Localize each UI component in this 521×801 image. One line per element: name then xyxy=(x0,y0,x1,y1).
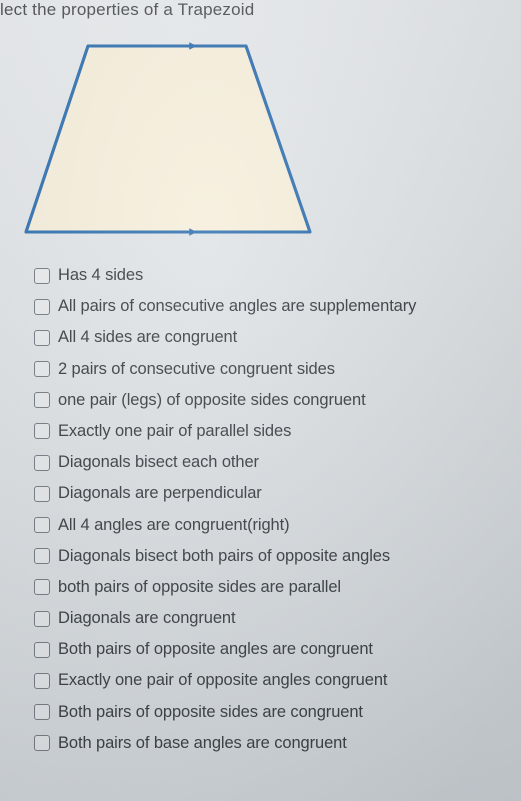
option-label: Exactly one pair of parallel sides xyxy=(58,422,291,441)
option-label: Exactly one pair of opposite angles cong… xyxy=(58,671,387,690)
option-label: All 4 sides are congruent xyxy=(58,328,237,347)
option-label: one pair (legs) of opposite sides congru… xyxy=(58,391,366,410)
options-list: Has 4 sides All pairs of consecutive ang… xyxy=(34,266,513,753)
option-checkbox[interactable] xyxy=(34,517,50,533)
option-checkbox[interactable] xyxy=(34,299,50,315)
option-checkbox[interactable] xyxy=(34,486,50,502)
option-checkbox[interactable] xyxy=(34,455,50,471)
option-label: Both pairs of opposite sides are congrue… xyxy=(58,703,363,722)
option-row: All pairs of consecutive angles are supp… xyxy=(34,297,513,316)
option-label: All pairs of consecutive angles are supp… xyxy=(58,297,416,316)
option-label: Both pairs of opposite angles are congru… xyxy=(58,640,373,659)
trapezoid-svg xyxy=(18,34,318,244)
option-row: Has 4 sides xyxy=(34,266,513,285)
option-label: Diagonals bisect each other xyxy=(58,453,259,472)
option-label: 2 pairs of consecutive congruent sides xyxy=(58,360,335,379)
option-row: Exactly one pair of opposite angles cong… xyxy=(34,671,513,690)
option-checkbox[interactable] xyxy=(34,330,50,346)
option-row: Diagonals are congruent xyxy=(34,609,513,628)
option-row: Both pairs of opposite sides are congrue… xyxy=(34,703,513,722)
option-row: All 4 sides are congruent xyxy=(34,328,513,347)
option-label: Diagonals are congruent xyxy=(58,609,235,628)
option-row: Diagonals bisect both pairs of opposite … xyxy=(34,547,513,566)
option-row: Exactly one pair of parallel sides xyxy=(34,422,513,441)
option-checkbox[interactable] xyxy=(34,579,50,595)
option-checkbox[interactable] xyxy=(34,735,50,751)
option-label: All 4 angles are congruent(right) xyxy=(58,516,290,535)
option-row: Diagonals are perpendicular xyxy=(34,484,513,503)
option-checkbox[interactable] xyxy=(34,268,50,284)
option-row: Diagonals bisect each other xyxy=(34,453,513,472)
option-checkbox[interactable] xyxy=(34,611,50,627)
page: lect the properties of a Trapezoid Has 4… xyxy=(0,0,521,761)
option-row: Both pairs of opposite angles are congru… xyxy=(34,640,513,659)
option-label: both pairs of opposite sides are paralle… xyxy=(58,578,341,597)
trapezoid-figure xyxy=(18,34,318,244)
option-label: Both pairs of base angles are congruent xyxy=(58,734,347,753)
option-label: Has 4 sides xyxy=(58,266,143,285)
trapezoid-shape xyxy=(26,46,310,232)
option-row: both pairs of opposite sides are paralle… xyxy=(34,578,513,597)
option-row: All 4 angles are congruent(right) xyxy=(34,516,513,535)
option-checkbox[interactable] xyxy=(34,704,50,720)
option-checkbox[interactable] xyxy=(34,548,50,564)
option-label: Diagonals bisect both pairs of opposite … xyxy=(58,547,390,566)
option-row: 2 pairs of consecutive congruent sides xyxy=(34,360,513,379)
option-row: one pair (legs) of opposite sides congru… xyxy=(34,391,513,410)
option-checkbox[interactable] xyxy=(34,361,50,377)
option-checkbox[interactable] xyxy=(34,642,50,658)
option-checkbox[interactable] xyxy=(34,673,50,689)
option-checkbox[interactable] xyxy=(34,423,50,439)
question-heading: lect the properties of a Trapezoid xyxy=(0,0,513,20)
option-checkbox[interactable] xyxy=(34,392,50,408)
option-row: Both pairs of base angles are congruent xyxy=(34,734,513,753)
option-label: Diagonals are perpendicular xyxy=(58,484,262,503)
